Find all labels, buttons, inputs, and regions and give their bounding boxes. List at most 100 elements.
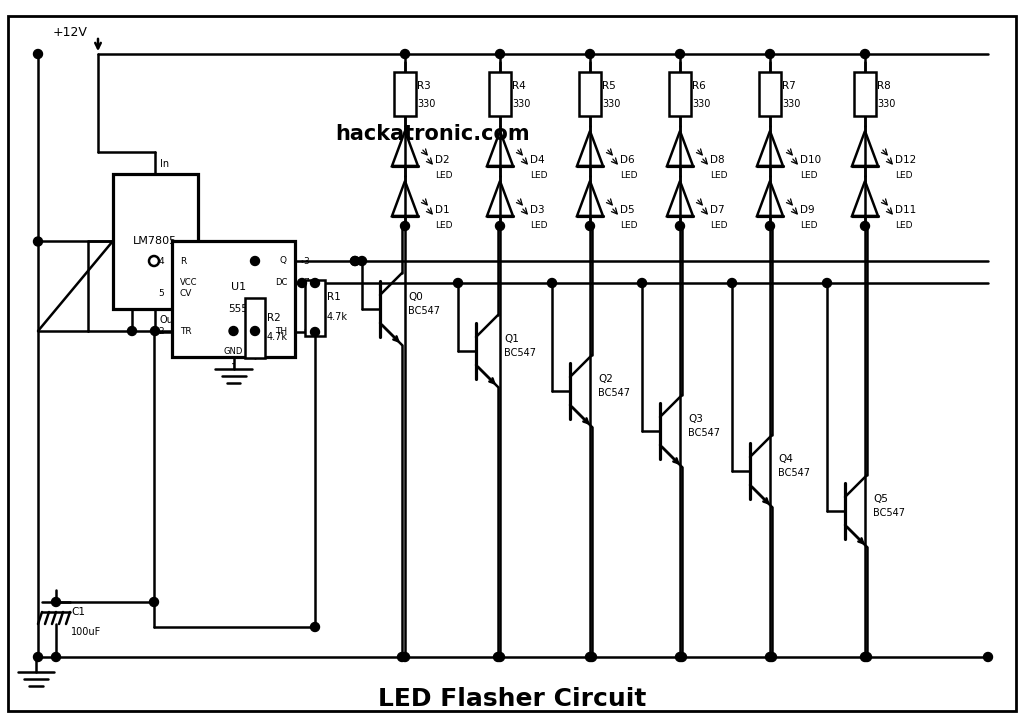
Text: Out: Out [160, 315, 178, 325]
Circle shape [768, 653, 776, 661]
Text: R3: R3 [417, 81, 431, 91]
Text: D10: D10 [800, 155, 821, 165]
Circle shape [357, 257, 367, 265]
Text: Q1: Q1 [504, 334, 519, 344]
Bar [113, 174, 198, 309]
Circle shape [51, 597, 60, 607]
Circle shape [676, 653, 684, 661]
Bar [759, 72, 781, 116]
Text: D8: D8 [710, 155, 725, 165]
Text: 330: 330 [602, 99, 621, 109]
Circle shape [862, 653, 871, 661]
Circle shape [454, 278, 463, 288]
Circle shape [400, 653, 410, 661]
Circle shape [638, 278, 646, 288]
Text: LED: LED [530, 221, 548, 231]
Text: Q2: Q2 [598, 374, 613, 384]
Circle shape [548, 278, 556, 288]
Circle shape [860, 50, 869, 58]
Text: TH: TH [274, 327, 287, 336]
Circle shape [496, 50, 505, 58]
Text: D2: D2 [435, 155, 450, 165]
Text: R4: R4 [512, 81, 525, 91]
Circle shape [251, 326, 259, 336]
Text: D11: D11 [895, 205, 916, 215]
Text: 100uF: 100uF [71, 627, 101, 637]
Circle shape [496, 221, 505, 231]
Circle shape [350, 257, 359, 265]
Circle shape [494, 653, 503, 661]
Text: C1: C1 [71, 607, 85, 617]
Text: 7: 7 [303, 278, 309, 288]
Text: D9: D9 [800, 205, 815, 215]
Text: D12: D12 [895, 155, 916, 165]
Text: R: R [180, 257, 186, 265]
Bar [854, 72, 876, 116]
Circle shape [860, 653, 869, 661]
Circle shape [128, 326, 136, 336]
Circle shape [310, 623, 319, 631]
Text: LED: LED [620, 221, 638, 231]
Circle shape [496, 653, 505, 661]
Text: hackatronic.com: hackatronic.com [335, 124, 529, 144]
Text: 4.7k: 4.7k [327, 313, 348, 323]
Text: D3: D3 [530, 205, 545, 215]
Text: CV: CV [180, 290, 193, 298]
Text: 555: 555 [228, 304, 249, 314]
Text: D1: D1 [435, 205, 450, 215]
Bar [669, 72, 691, 116]
Circle shape [766, 50, 774, 58]
Text: 2: 2 [159, 327, 164, 336]
Text: 330: 330 [692, 99, 711, 109]
Text: In: In [160, 159, 169, 169]
Text: LED: LED [530, 172, 548, 180]
Circle shape [51, 653, 60, 661]
Circle shape [400, 221, 410, 231]
Text: LED: LED [895, 172, 912, 180]
Circle shape [310, 278, 319, 288]
Text: LED: LED [800, 221, 817, 231]
Circle shape [350, 257, 359, 265]
Circle shape [34, 50, 43, 58]
Circle shape [229, 326, 238, 336]
Text: LED: LED [620, 172, 638, 180]
Text: D7: D7 [710, 205, 725, 215]
Bar [394, 72, 416, 116]
Circle shape [400, 50, 410, 58]
Text: R5: R5 [602, 81, 615, 91]
Circle shape [397, 653, 407, 661]
Text: GND: GND [224, 347, 243, 357]
Circle shape [34, 653, 43, 661]
Bar [579, 72, 601, 116]
Text: VCC: VCC [180, 278, 198, 288]
Circle shape [586, 653, 595, 661]
Text: DC: DC [274, 278, 287, 288]
Text: BC547: BC547 [504, 348, 536, 358]
Text: BC547: BC547 [873, 508, 905, 518]
Text: D5: D5 [620, 205, 635, 215]
Bar [489, 72, 511, 116]
Circle shape [34, 237, 43, 246]
Text: LED: LED [710, 172, 727, 180]
Text: 4.7k: 4.7k [267, 332, 288, 342]
Text: 4: 4 [159, 257, 164, 265]
Circle shape [678, 653, 686, 661]
Text: LED: LED [710, 221, 727, 231]
Text: LM7805: LM7805 [133, 237, 177, 247]
Text: BC547: BC547 [598, 388, 630, 398]
Text: 3: 3 [303, 257, 309, 265]
Circle shape [251, 257, 259, 265]
Circle shape [727, 278, 736, 288]
Text: U1: U1 [231, 282, 246, 292]
Circle shape [586, 50, 595, 58]
Text: Q: Q [280, 257, 287, 265]
Circle shape [586, 221, 595, 231]
Text: LED: LED [800, 172, 817, 180]
Text: 6: 6 [303, 327, 309, 336]
Text: BC547: BC547 [688, 428, 720, 438]
Bar [245, 298, 265, 357]
Text: +12V: +12V [53, 25, 88, 39]
Circle shape [310, 327, 319, 336]
Circle shape [676, 50, 684, 58]
Text: 330: 330 [512, 99, 530, 109]
